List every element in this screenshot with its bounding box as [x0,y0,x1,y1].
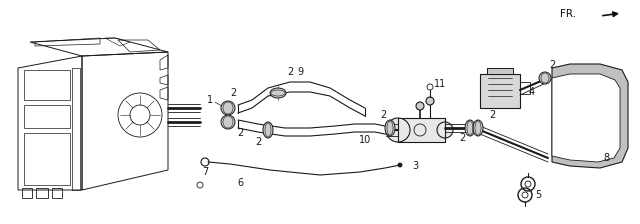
Text: FR.: FR. [560,9,576,19]
Text: 5: 5 [535,190,541,200]
Text: 2: 2 [237,128,243,138]
Polygon shape [552,74,620,162]
Text: 8: 8 [603,153,609,163]
Text: 2: 2 [255,137,261,147]
Ellipse shape [221,115,235,129]
Circle shape [437,122,453,138]
Text: 2: 2 [489,110,495,120]
Circle shape [416,102,424,110]
Text: 2: 2 [549,60,555,70]
Text: 9: 9 [297,67,303,77]
Text: 2: 2 [230,88,236,98]
Polygon shape [398,118,445,142]
Ellipse shape [473,120,483,136]
Text: 11: 11 [434,79,446,89]
Text: 3: 3 [412,161,418,171]
Polygon shape [552,64,628,168]
Ellipse shape [270,88,286,98]
Text: 6: 6 [237,178,243,188]
Ellipse shape [385,120,395,136]
Ellipse shape [221,101,235,115]
Text: 2: 2 [459,133,465,143]
Ellipse shape [539,72,551,84]
Text: 2: 2 [380,110,386,120]
Circle shape [386,118,410,142]
Circle shape [426,97,434,105]
Polygon shape [480,74,520,108]
Ellipse shape [465,120,475,136]
Ellipse shape [263,122,273,138]
Text: 1: 1 [207,95,213,105]
Text: 7: 7 [202,167,208,177]
Polygon shape [487,68,513,74]
Text: 4: 4 [529,87,535,97]
Text: 2: 2 [287,67,293,77]
Circle shape [398,163,402,167]
Text: 10: 10 [359,135,371,145]
